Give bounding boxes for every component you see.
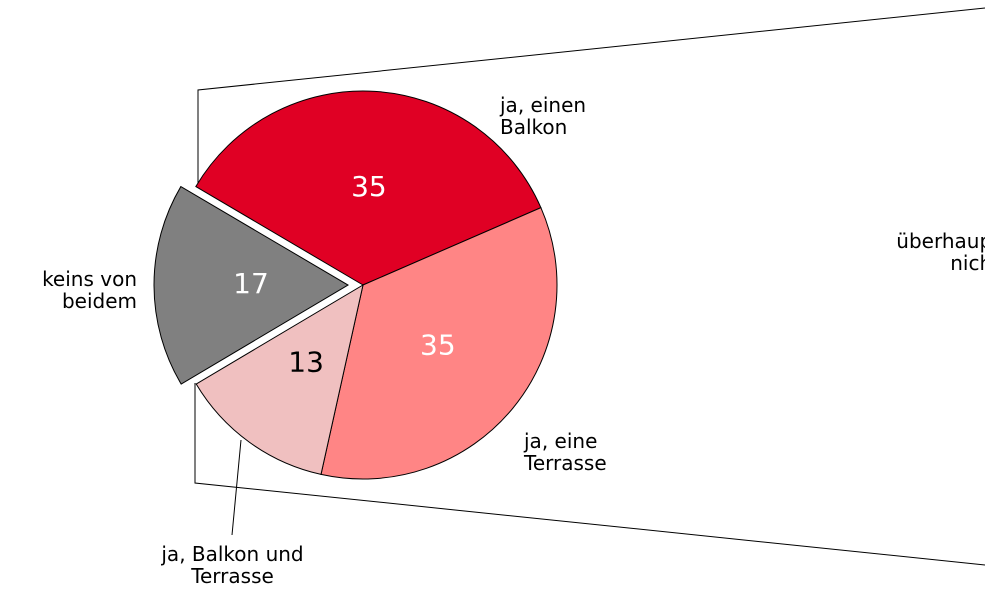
- category-label: ja, einen Balkon: [500, 93, 587, 139]
- value-label: 17: [233, 267, 269, 300]
- pie-slice: [195, 90, 542, 286]
- category-label: keins von beidem: [42, 267, 137, 313]
- category-label: ja, Balkon und Terrasse: [161, 542, 304, 588]
- connector-bottom: [194, 383, 985, 566]
- pie-slice: [153, 185, 349, 385]
- value-label: 35: [351, 170, 387, 203]
- value-label: 13: [288, 346, 324, 379]
- leader-line: [231, 439, 242, 536]
- pie-slice: [195, 283, 364, 475]
- category-label: ja, eine Terrasse: [524, 429, 607, 475]
- annotation: überhaupt nicht: [896, 229, 985, 275]
- connector-top: [197, 7, 985, 188]
- connector-lines: [194, 7, 985, 566]
- value-label: 35: [420, 329, 456, 362]
- pie-slice: [320, 206, 558, 480]
